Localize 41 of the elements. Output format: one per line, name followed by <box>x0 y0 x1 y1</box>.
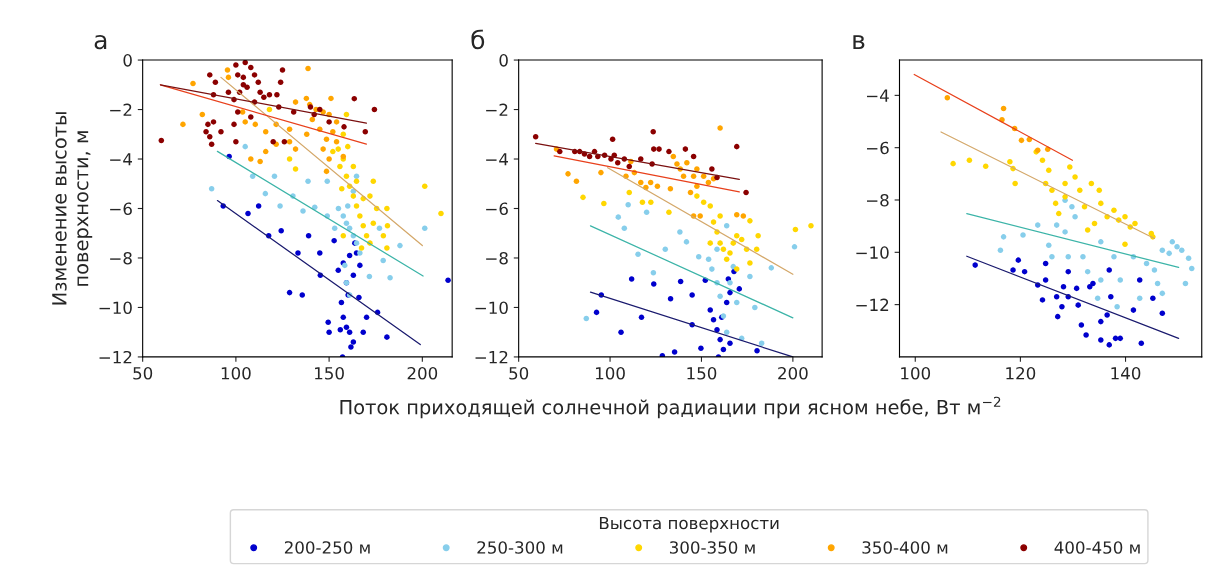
y-tick-label: −10 <box>99 301 132 315</box>
x-tick-label: 140 <box>1111 366 1141 380</box>
legend-label: 350-400 м <box>862 541 948 554</box>
x-tick-label: 100 <box>901 366 931 380</box>
x-tick-label: 100 <box>221 366 251 380</box>
y-tick-label: 0 <box>499 54 508 67</box>
x-tick-label: 200 <box>778 366 808 380</box>
y-tick-label: −8 <box>866 193 889 207</box>
x-tick-label: 150 <box>687 366 717 380</box>
y-tick-label: −6 <box>110 202 132 216</box>
y-tick-label: −12 <box>475 350 508 364</box>
y-tick-label: −4 <box>866 89 889 102</box>
y-tick-label: −4 <box>110 153 132 166</box>
y-tick-label: 0 <box>123 54 132 67</box>
x-tick-label: 150 <box>315 366 344 380</box>
chart-title: б <box>471 29 485 50</box>
chart-title: а <box>94 34 107 50</box>
y-tick-label: −12 <box>856 298 889 311</box>
x-axis-title: Поток приходящей солнечной радиации при ясном небе, Вт м$^{−2}$ <box>340 396 1001 419</box>
legend-title: Высота поверхности <box>599 516 779 533</box>
y-tick-label: −10 <box>856 246 889 259</box>
y-tick-label: −6 <box>866 141 889 155</box>
y-tick-label: −10 <box>475 301 508 315</box>
y-tick-label: −2 <box>486 103 508 116</box>
y-tick-label: −6 <box>486 202 508 216</box>
legend-label: 300-350 м <box>669 541 755 554</box>
y-tick-label: −12 <box>99 350 132 364</box>
y-tick-label: −2 <box>110 103 132 116</box>
y-axis-title: Изменение высоты поверхности, м <box>52 112 93 305</box>
y-tick-label: −4 <box>486 153 508 166</box>
x-tick-label: 200 <box>407 366 438 380</box>
x-tick-label: 50 <box>133 366 153 380</box>
legend-label: 400-450 м <box>1054 541 1140 554</box>
legend-label: 200-250 м <box>284 541 370 554</box>
y-tick-label: −8 <box>110 251 132 265</box>
legend-label: 250-300 м <box>477 541 563 554</box>
chart-title: в <box>853 35 865 49</box>
y-tick-label: −8 <box>486 251 508 265</box>
x-tick-label: 50 <box>509 366 529 380</box>
x-tick-label: 120 <box>1006 366 1036 380</box>
x-tick-label: 100 <box>595 366 625 380</box>
